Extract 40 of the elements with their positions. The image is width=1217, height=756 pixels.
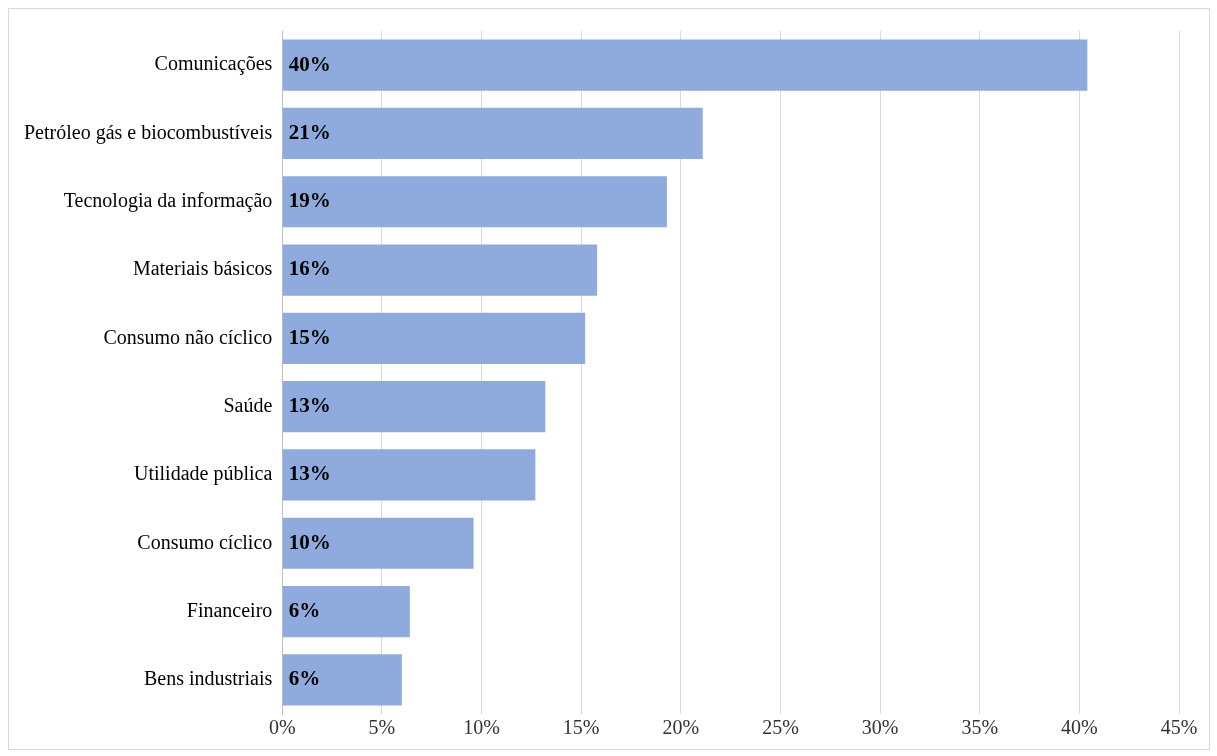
bar [282, 312, 586, 364]
bar [282, 107, 703, 160]
y-tick-label: Petróleo gás e biocombustíveis [23, 120, 273, 144]
x-tick-label: 5% [368, 716, 396, 739]
data-label: 13% [288, 393, 331, 418]
data-label: 15% [288, 324, 331, 349]
bar [282, 39, 1088, 91]
x-tick-label: 45% [1160, 716, 1198, 739]
bar [282, 381, 546, 433]
x-tick-label: 10% [463, 716, 500, 739]
data-label: 21% [288, 119, 331, 144]
x-tick-label: 35% [961, 716, 999, 739]
data-label: 19% [288, 188, 331, 213]
bar [282, 449, 536, 501]
x-tick-label: 40% [1061, 716, 1098, 739]
y-tick-label: Utilidade pública [133, 462, 273, 486]
bar [282, 517, 474, 569]
y-tick-label: Comunicações [154, 52, 273, 76]
y-tick-label: Bens industriais [143, 667, 273, 690]
x-tick-label: 15% [562, 716, 600, 739]
data-label: 16% [288, 256, 331, 281]
data-label: 6% [288, 597, 321, 622]
x-tick-label: 25% [762, 716, 799, 739]
data-label: 6% [288, 666, 321, 691]
x-tick-label: 30% [861, 716, 899, 739]
x-tick-label: 0% [268, 716, 296, 739]
y-tick-label: Financeiro [186, 598, 273, 621]
y-tick-label: Tecnologia da informação [63, 189, 273, 212]
data-label: 40% [288, 51, 331, 76]
bar [282, 585, 410, 638]
y-tick-label: Saúde [223, 393, 273, 416]
bar [282, 654, 402, 706]
y-tick-label: Materiais básicos [132, 257, 273, 280]
x-tick-label: 20% [662, 716, 700, 739]
data-label: 13% [288, 461, 331, 486]
bar [282, 176, 667, 228]
data-label: 10% [288, 529, 331, 554]
y-tick-label: Consumo cíclico [137, 530, 273, 553]
y-tick-label: Consumo não cíclico [103, 325, 273, 348]
bar [282, 244, 598, 296]
